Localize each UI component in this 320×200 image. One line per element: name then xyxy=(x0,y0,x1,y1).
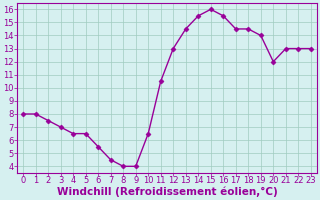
X-axis label: Windchill (Refroidissement éolien,°C): Windchill (Refroidissement éolien,°C) xyxy=(57,187,277,197)
